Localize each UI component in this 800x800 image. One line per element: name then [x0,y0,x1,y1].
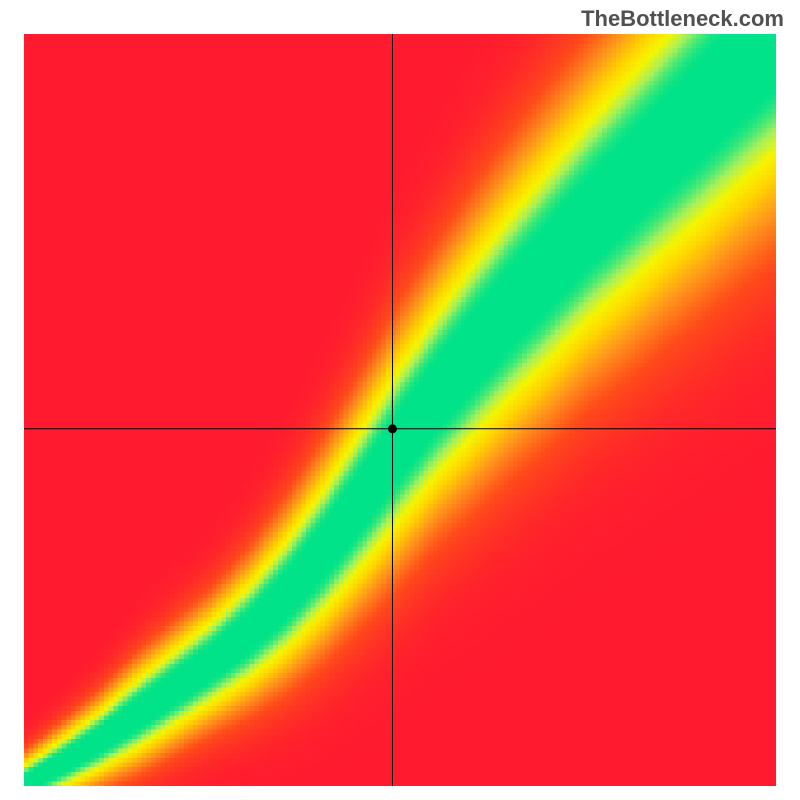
heatmap-plot [24,34,776,786]
heatmap-canvas [24,34,776,786]
attribution-text: TheBottleneck.com [581,6,784,32]
container: TheBottleneck.com [0,0,800,800]
